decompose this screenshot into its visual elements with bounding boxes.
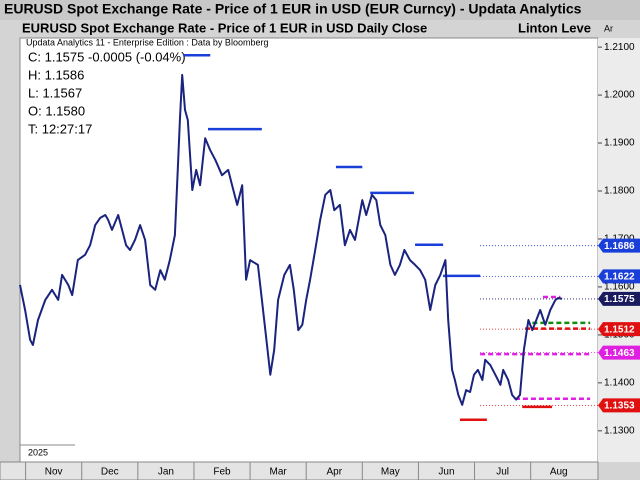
- price-line: [19, 73, 563, 406]
- plot-area: [19, 37, 599, 463]
- price-tag: [598, 322, 640, 337]
- chart-subtitle-right: Linton Leve: [518, 20, 591, 35]
- x-tick-label: Jan: [158, 467, 174, 478]
- price-tag: [598, 345, 640, 360]
- y-tick-label: 1.2000: [604, 90, 635, 101]
- source: Updata Analytics 11 - Enterprise Edition…: [26, 37, 268, 47]
- y-tick-label: 1.1300: [604, 425, 635, 436]
- year-label: 2025: [28, 447, 48, 457]
- x-tick-label: Jun: [438, 467, 454, 478]
- price-tag-label: 1.1463: [604, 348, 635, 359]
- y-tick-label: 1.1600: [604, 282, 635, 293]
- info-line: C: 1.1575 -0.0005 (-0.04%): [28, 49, 186, 64]
- y-tick-label: 1.1900: [604, 138, 635, 149]
- chart-title: EURUSD Spot Exchange Rate - Price of 1 E…: [4, 1, 582, 17]
- price-tag-label: 1.1512: [604, 324, 635, 335]
- title-bar: [0, 0, 640, 20]
- chart-subtitle: EURUSD Spot Exchange Rate - Price of 1 E…: [22, 20, 427, 35]
- price-tag: [598, 269, 640, 284]
- x-axis-area: [0, 461, 599, 480]
- x-tick-label: May: [381, 467, 400, 478]
- y-tick-label: 1.2100: [604, 42, 635, 53]
- price-tag-label: 1.1575: [604, 294, 635, 305]
- y-tick-label: 1.1400: [604, 378, 635, 389]
- info-line: L: 1.1567: [28, 85, 82, 100]
- x-tick-label: Aug: [550, 467, 568, 478]
- info-line: T: 12:27:17: [28, 121, 92, 136]
- x-tick-label: Mar: [270, 467, 288, 478]
- price-tag-label: 1.1622: [604, 272, 635, 283]
- price-tag: [598, 398, 640, 413]
- x-tick-label: Dec: [101, 467, 119, 478]
- price-tag-label: 1.1686: [604, 241, 635, 252]
- axis-header: Ar: [604, 23, 613, 33]
- x-tick-label: Jul: [496, 467, 509, 478]
- info-line: H: 1.1586: [28, 67, 84, 82]
- y-tick-label: 1.1800: [604, 186, 635, 197]
- x-tick-label: Nov: [45, 467, 63, 478]
- info-panel: C: 1.1575 -0.0005 (-0.04%) H: 1.1586 L: 1.…: [28, 49, 186, 136]
- price-tag-label: 1.1353: [604, 401, 635, 412]
- x-tick-label: Apr: [326, 467, 342, 478]
- price-tag: [598, 238, 640, 253]
- price-tag: [598, 291, 640, 306]
- x-tick-label: Feb: [213, 467, 231, 478]
- info-line: O: 1.1580: [28, 103, 85, 118]
